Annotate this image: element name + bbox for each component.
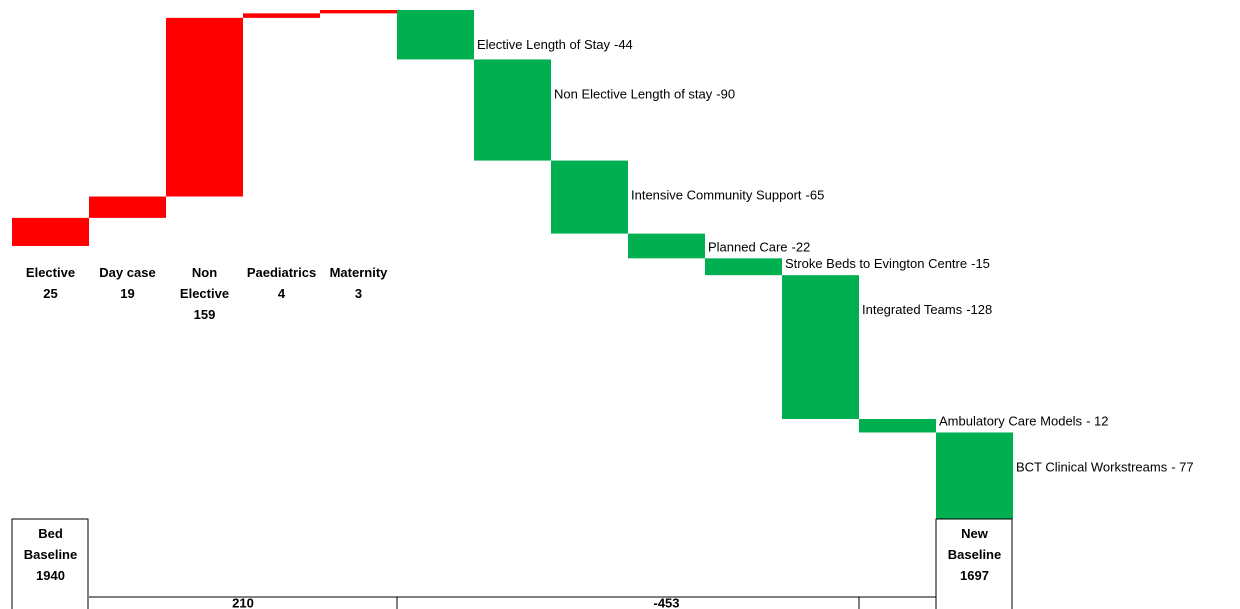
step-label: Non Elective Length of stay -90 [554, 87, 735, 102]
step-name: Non Elective [179, 264, 230, 301]
waterfall-bar [705, 258, 782, 276]
waterfall-bar [397, 10, 474, 60]
step-name: Paediatrics [246, 264, 317, 280]
step-name: Maternity [329, 264, 388, 280]
baseline-value: 1697 [960, 568, 989, 583]
waterfall-bar [859, 418, 936, 433]
step-label: Intensive Community Support -65 [631, 188, 824, 203]
baseline-box [935, 518, 1013, 609]
waterfall-bar [89, 196, 166, 218]
step-label: Elective 25 [12, 262, 89, 304]
step-label: Stroke Beds to Evington Centre -15 [785, 257, 990, 272]
waterfall-bar [551, 160, 628, 234]
step-value: -15 [971, 257, 990, 272]
step-name: BCT Clinical Workstreams [1016, 460, 1168, 475]
waterfall-bar [166, 17, 243, 197]
step-name: Intensive Community Support [631, 188, 802, 203]
baseline-name: Bed Baseline [23, 526, 78, 562]
step-value: -128 [966, 303, 992, 318]
baseline-value: 1940 [36, 568, 65, 583]
group-total: -453 [653, 595, 679, 609]
step-label: Elective Length of Stay -44 [477, 37, 633, 52]
step-name: Elective [25, 264, 76, 280]
waterfall-bar [628, 233, 705, 259]
step-value: 4 [277, 285, 286, 301]
waterfall-bar [936, 432, 1013, 519]
step-value: - 12 [1086, 414, 1108, 429]
baseline-label: New Baseline 1697 [940, 523, 1009, 586]
step-value: 3 [354, 285, 363, 301]
waterfall-bar [243, 13, 320, 18]
step-label: Day case 19 [89, 262, 166, 304]
waterfall-bar [782, 275, 859, 419]
step-value: -65 [806, 188, 825, 203]
step-label: Planned Care -22 [708, 240, 810, 255]
step-name: Ambulatory Care Models [939, 414, 1083, 429]
baseline-box [11, 518, 89, 609]
step-value: - 77 [1171, 460, 1193, 475]
step-label: Ambulatory Care Models - 12 [939, 414, 1108, 429]
step-value: -44 [614, 37, 633, 52]
waterfall-bar [320, 10, 397, 14]
step-label: Maternity 3 [320, 262, 397, 304]
step-value: 25 [43, 285, 58, 301]
step-name: Planned Care [708, 240, 788, 255]
step-label: Integrated Teams -128 [862, 303, 992, 318]
waterfall-bar [12, 217, 89, 246]
baseline-name: New Baseline [947, 526, 1002, 562]
step-name: Day case [99, 264, 156, 280]
waterfall-bar [474, 59, 551, 161]
step-value: -22 [792, 240, 811, 255]
step-name: Stroke Beds to Evington Centre [785, 257, 967, 272]
step-label: Non Elective 159 [166, 262, 243, 325]
step-label: BCT Clinical Workstreams - 77 [1016, 460, 1194, 475]
step-value: 159 [193, 306, 216, 322]
step-name: Elective Length of Stay [477, 37, 610, 52]
step-label: Paediatrics 4 [243, 262, 320, 304]
baseline-label: Bed Baseline 1940 [16, 523, 85, 586]
step-value: -90 [716, 87, 735, 102]
step-name: Non Elective Length of stay [554, 87, 713, 102]
step-value: 19 [120, 285, 135, 301]
group-total: 210 [232, 595, 254, 609]
step-name: Integrated Teams [862, 303, 963, 318]
